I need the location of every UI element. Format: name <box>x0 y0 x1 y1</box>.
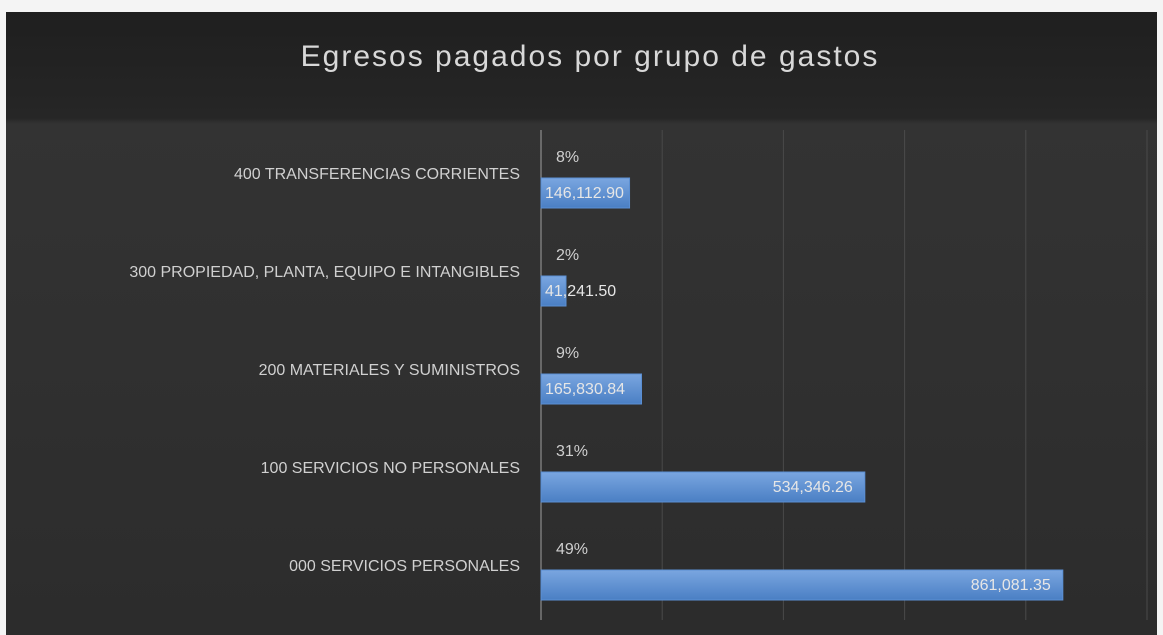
category-label: 100 SERVICIOS NO PERSONALES <box>261 460 520 477</box>
value-label: 165,830.84 <box>545 381 625 398</box>
bar <box>540 373 642 405</box>
percentage-label: 2% <box>556 247 579 264</box>
value-label: 861,081.35 <box>971 577 1051 594</box>
category-label: 200 MATERIALES Y SUMINISTROS <box>259 362 520 379</box>
percentage-label: 31% <box>556 443 588 460</box>
value-label: 41,241.50 <box>545 283 616 300</box>
category-label: 000 SERVICIOS PERSONALES <box>289 558 520 575</box>
bar <box>540 569 1064 601</box>
bar <box>540 471 866 503</box>
chart-title: Egresos pagados por grupo de gastos <box>301 40 880 73</box>
percentage-label: 49% <box>556 541 588 558</box>
percentage-label: 9% <box>556 345 579 362</box>
plot-background <box>6 12 1157 635</box>
value-label: 146,112.90 <box>545 185 624 202</box>
category-label: 400 TRANSFERENCIAS CORRIENTES <box>234 166 520 183</box>
percentage-label: 8% <box>556 149 579 166</box>
bar <box>540 275 567 307</box>
category-label: 300 PROPIEDAD, PLANTA, EQUIPO E INTANGIB… <box>129 264 520 281</box>
value-label: 534,346.26 <box>773 479 853 496</box>
bar <box>540 177 631 209</box>
